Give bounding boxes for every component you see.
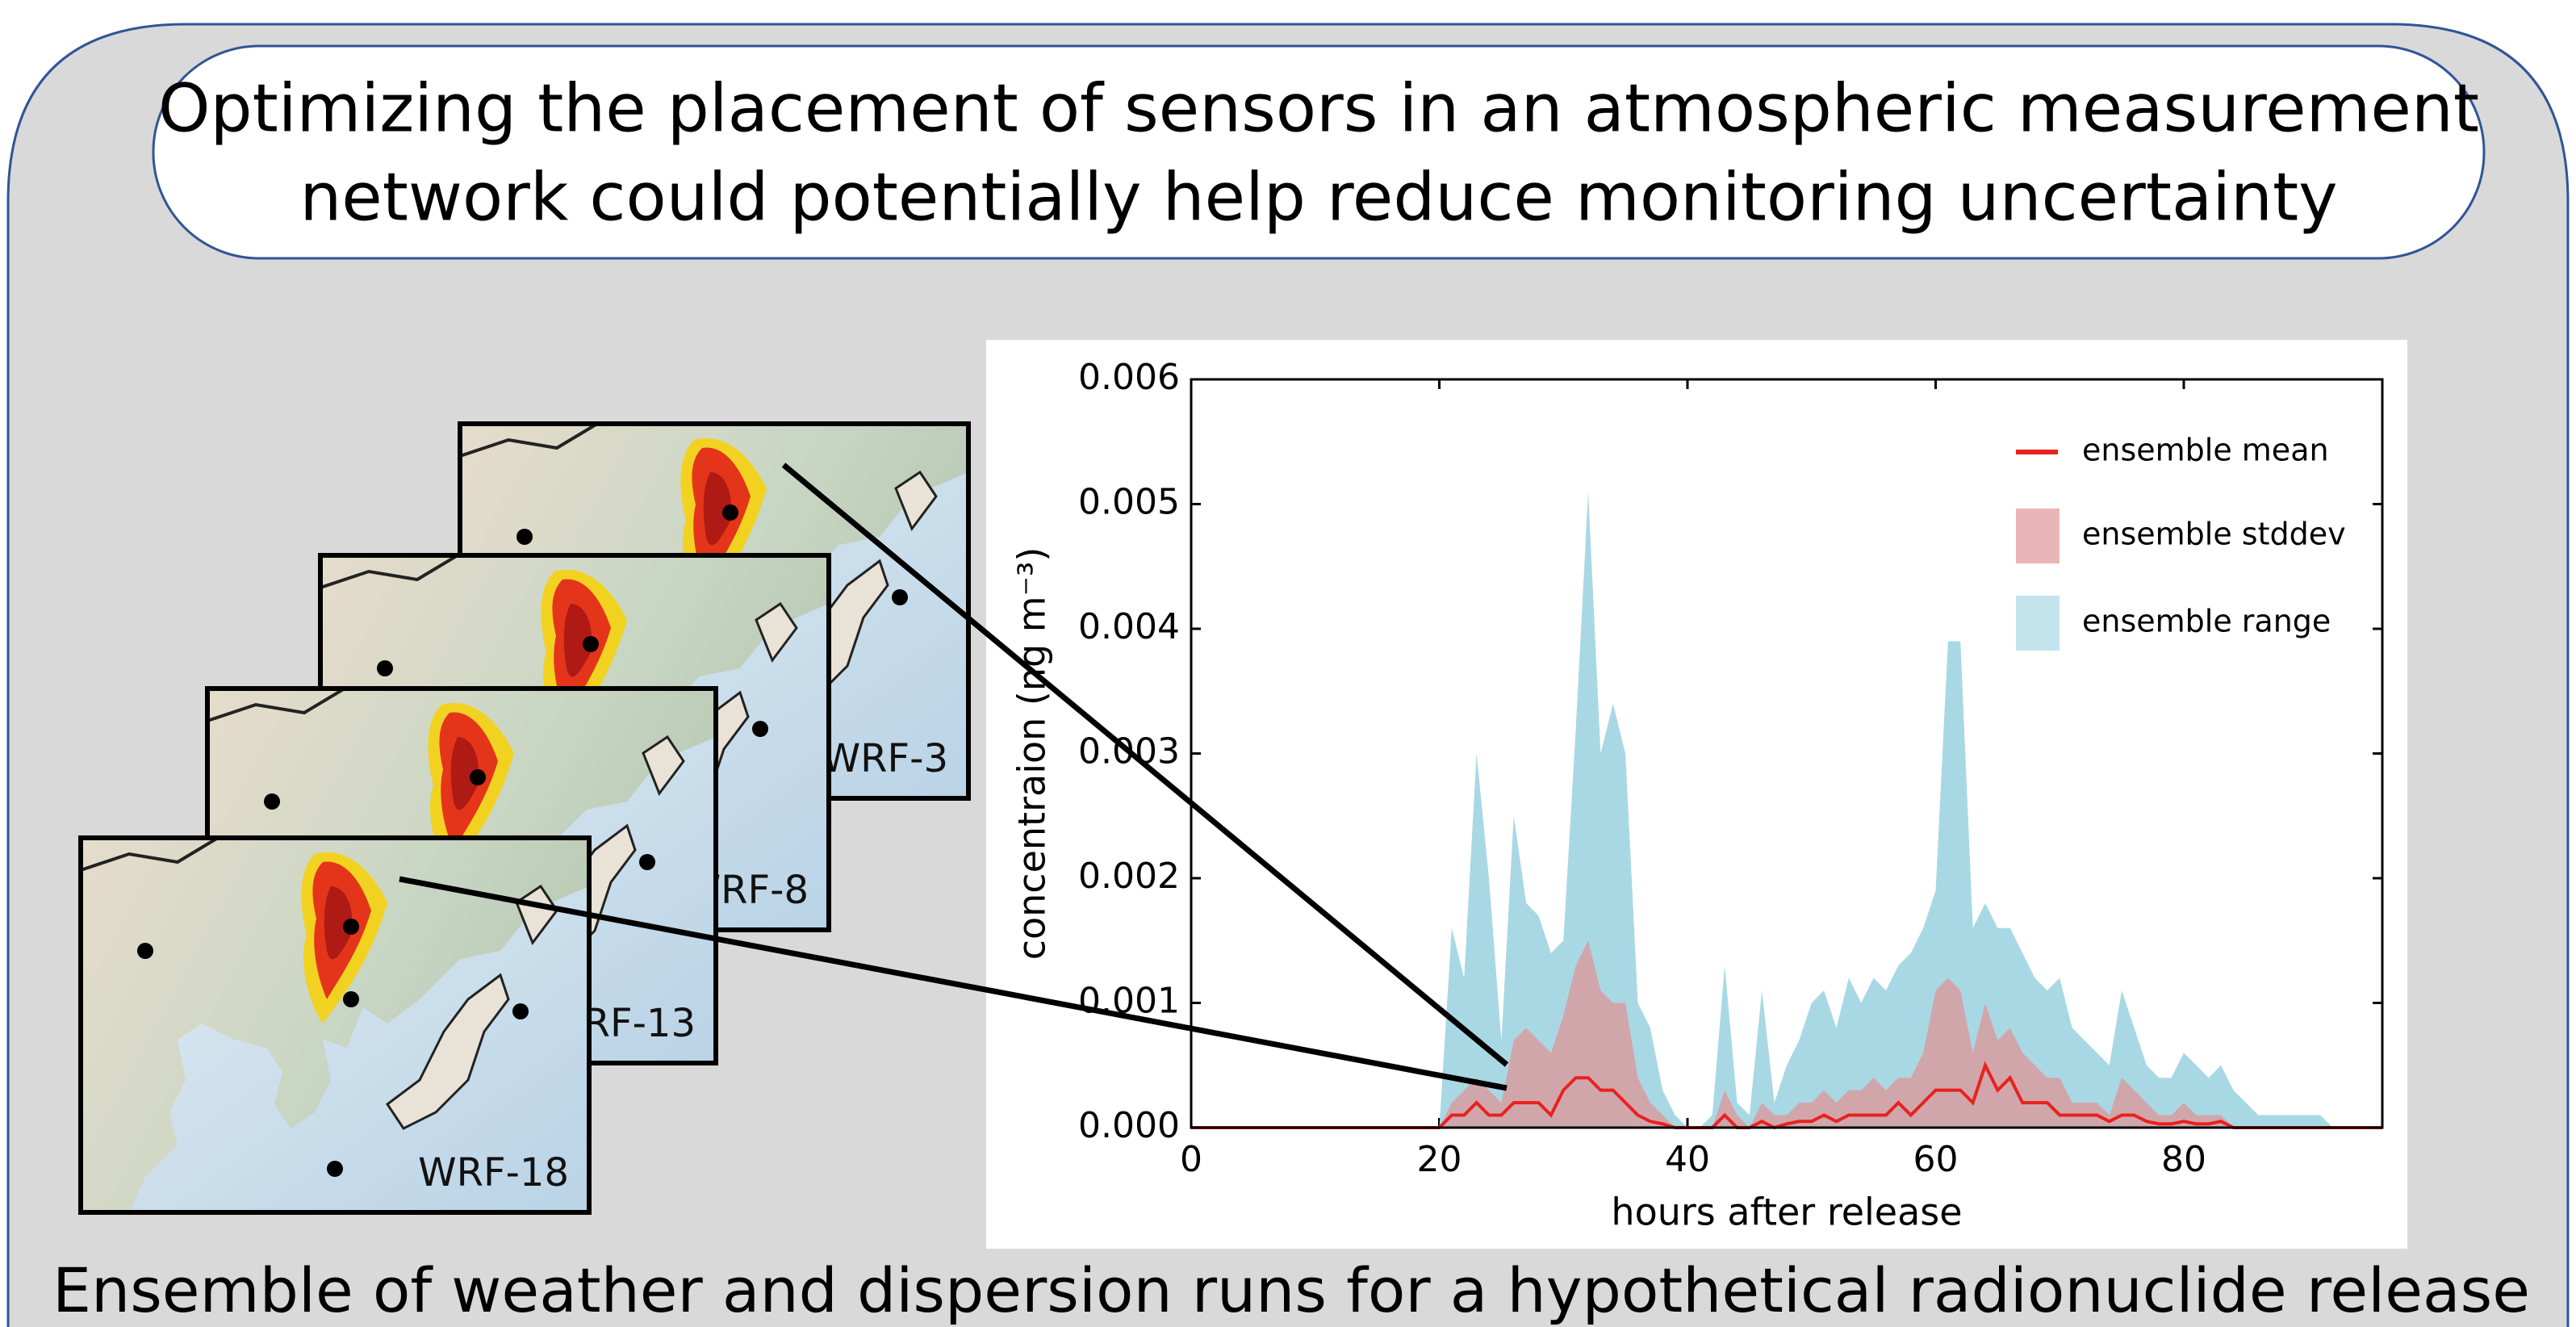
y-tick-label: 0.004 — [1078, 606, 1180, 647]
y-tick-label: 0.000 — [1078, 1105, 1180, 1146]
title-line: Optimizing the placement of sensors in a… — [158, 70, 2479, 147]
x-tick-label: 40 — [1665, 1139, 1710, 1180]
legend-swatch — [2016, 596, 2060, 651]
title-line: network could potentially help reduce mo… — [299, 159, 2337, 236]
x-axis-label: hours after release — [1611, 1191, 1962, 1234]
map-panel: WRF-18 — [81, 838, 589, 1212]
map-label: WRF-18 — [418, 1150, 569, 1195]
y-axis-label: concentraion (ng m⁻³) — [1010, 547, 1054, 961]
page: Optimizing the placement of sensors in a… — [0, 0, 2576, 1327]
y-tick-label: 0.006 — [1078, 357, 1180, 398]
y-tick-label: 0.005 — [1078, 482, 1180, 523]
x-tick-label: 20 — [1417, 1139, 1462, 1180]
x-tick-label: 80 — [2161, 1139, 2206, 1180]
caption: Ensemble of weather and dispersion runs … — [52, 1254, 2530, 1326]
legend-label: ensemble mean — [2082, 433, 2329, 468]
legend-label: ensemble range — [2082, 604, 2331, 639]
y-tick-label: 0.002 — [1078, 856, 1180, 897]
x-tick-label: 60 — [1913, 1139, 1959, 1180]
map-label: WRF-3 — [822, 736, 948, 781]
x-tick-label: 0 — [1180, 1139, 1202, 1180]
legend-label: ensemble stddev — [2082, 517, 2346, 552]
legend-swatch — [2016, 509, 2060, 563]
